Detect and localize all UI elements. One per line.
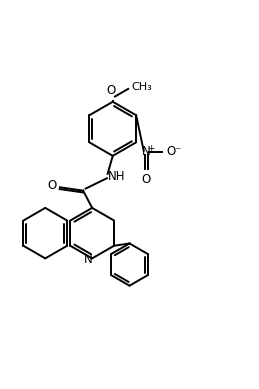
Text: CH₃: CH₃ [131, 82, 152, 92]
Text: O: O [142, 173, 151, 186]
Text: NH: NH [107, 170, 125, 184]
Text: N: N [84, 253, 93, 266]
Text: O: O [107, 84, 116, 96]
Text: N: N [142, 145, 151, 158]
Text: +: + [147, 144, 155, 152]
Text: O⁻: O⁻ [167, 145, 182, 158]
Text: O: O [47, 179, 57, 193]
